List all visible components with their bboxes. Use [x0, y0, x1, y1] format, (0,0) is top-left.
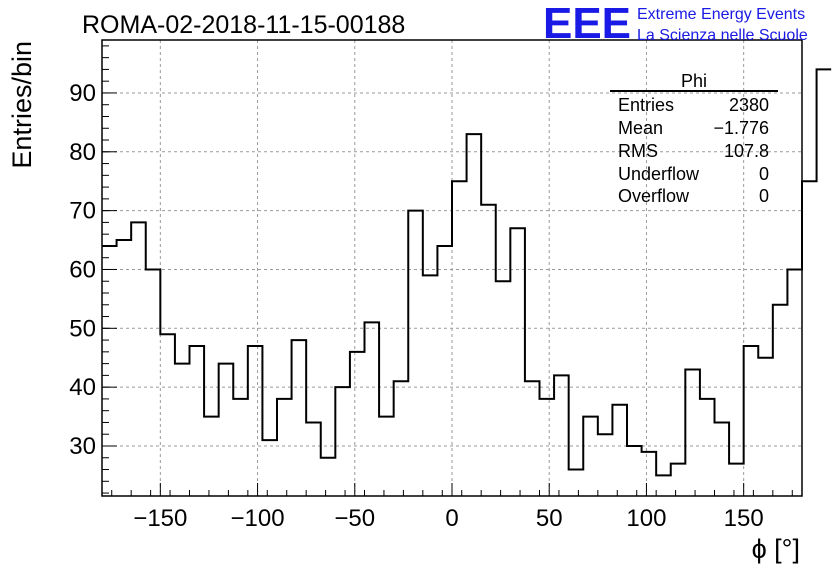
stats-label-mean: Mean	[618, 118, 663, 138]
y-tick-label: 70	[69, 198, 96, 225]
y-tick-label: 60	[69, 256, 96, 283]
stats-value-mean: −1.776	[713, 118, 769, 138]
y-axis-label: Entries/bin	[7, 41, 37, 169]
stats-label-overflow: Overflow	[618, 186, 690, 206]
stats-title: Phi	[681, 71, 707, 91]
y-tick-label: 40	[69, 374, 96, 401]
logo-line-1: Extreme Energy Events	[637, 6, 805, 23]
x-tick-label: 50	[536, 505, 563, 532]
eee-logo: EEE Extreme Energy Events La Scienza nel…	[543, 0, 808, 48]
y-tick-label: 30	[69, 433, 96, 460]
x-tick-label: −150	[133, 505, 187, 532]
chart-title: ROMA-02-2018-11-15-00188	[82, 11, 405, 39]
stats-value-overflow: 0	[759, 186, 769, 206]
y-tick-label: 80	[69, 139, 96, 166]
stats-label-entries: Entries	[618, 95, 674, 115]
axis-ticks	[102, 45, 793, 496]
y-tick-label: 90	[69, 80, 96, 107]
x-axis-label: ϕ [°]	[752, 534, 800, 564]
logo-line-2: La Scienza nelle Scuole	[637, 27, 808, 44]
y-tick-label: 50	[69, 315, 96, 342]
stats-value-entries: 2380	[729, 95, 769, 115]
histogram-line	[102, 68, 832, 477]
stats-label-rms: RMS	[618, 141, 658, 161]
tick-labels: −150 −100 −50 0 50 100 150 30 40 50 60 70 80 90	[69, 80, 763, 532]
stats-value-rms: 107.8	[724, 141, 769, 161]
x-tick-label: 150	[724, 505, 764, 532]
logo-mark: EEE	[543, 0, 631, 48]
stats-label-underflow: Underflow	[618, 164, 700, 184]
stats-value-underflow: 0	[759, 164, 769, 184]
stats-box: Phi Entries 2380 Mean −1.776 RMS 107.8 U…	[610, 71, 778, 206]
x-tick-label: −50	[334, 505, 375, 532]
x-tick-label: 100	[626, 505, 666, 532]
grid-lines	[102, 40, 802, 496]
x-tick-label: 0	[445, 505, 458, 532]
x-tick-label: −100	[231, 505, 285, 532]
